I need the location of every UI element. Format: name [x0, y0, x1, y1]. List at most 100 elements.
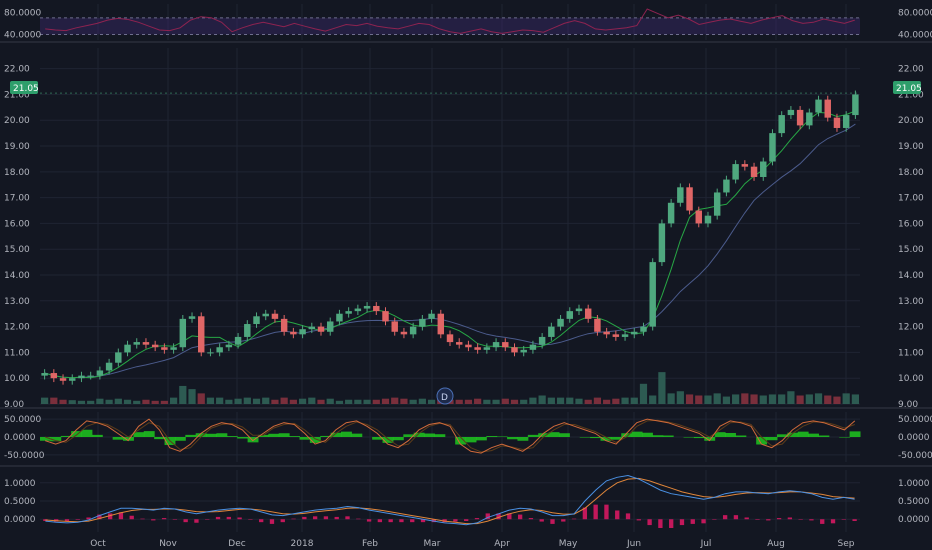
stoch-histogram-bar — [226, 436, 238, 437]
stoch-histogram-bar — [289, 436, 300, 437]
candle-body — [373, 305, 380, 312]
macd-histogram-bar — [366, 519, 372, 522]
candle-body — [363, 305, 371, 309]
stoch-d-line — [45, 419, 855, 453]
volume-bar — [243, 397, 251, 404]
stoch-histogram-bar — [40, 437, 51, 441]
stoch-histogram-bar — [206, 433, 217, 437]
candle-body — [686, 187, 693, 211]
candle-body — [594, 318, 601, 332]
macd-histogram-bar — [550, 519, 555, 524]
stoch-histogram-bar — [756, 437, 768, 445]
candle-body — [105, 362, 113, 371]
candle-body — [769, 133, 776, 162]
stoch-histogram-bar — [50, 437, 62, 442]
volume-bar — [169, 397, 178, 404]
stoch-tick-left: 0.0000 — [4, 433, 36, 443]
rsi-line — [45, 8, 855, 34]
volume-bar — [833, 396, 841, 404]
volume-bar — [308, 397, 316, 404]
volume-bar — [216, 397, 224, 404]
candle-body — [502, 342, 509, 348]
volume-bar — [566, 397, 574, 404]
volume-bar — [188, 389, 196, 404]
stoch-histogram-bar — [579, 437, 591, 438]
stoch-histogram-bar — [392, 437, 404, 441]
volume-bar — [584, 399, 592, 404]
time-axis-label: Dec — [228, 539, 245, 549]
candle-body — [216, 347, 223, 353]
candle-body — [557, 318, 564, 327]
last-price-badge-left-bg — [10, 81, 38, 94]
candle-body — [621, 334, 629, 337]
stoch-histogram-bar — [403, 434, 415, 437]
price-tick-left: 20.00 — [4, 116, 30, 126]
candle-body — [566, 311, 573, 319]
candle-body — [225, 344, 233, 348]
price-tick-right: 18.00 — [898, 168, 924, 178]
candle-body — [327, 321, 334, 332]
macd-histogram-bar — [399, 519, 404, 523]
macd-histogram-bar — [679, 519, 685, 526]
stoch-histogram-bar — [413, 432, 425, 437]
stoch-tick-left: -50.0000 — [4, 451, 45, 461]
volume-bar — [400, 398, 408, 404]
volume-bar — [160, 400, 168, 404]
candle-body — [833, 117, 841, 128]
macd-histogram-bar — [669, 519, 674, 528]
stoch-histogram-bar — [424, 433, 435, 437]
price-tick-left: 14.00 — [4, 271, 30, 281]
macd-histogram-bar — [323, 516, 329, 520]
interval-button[interactable]: D — [436, 387, 454, 405]
macd-histogram-bar — [107, 513, 113, 520]
candle-body — [262, 313, 269, 317]
macd-histogram-bar — [625, 513, 631, 520]
macd-histogram-bar — [410, 519, 415, 523]
stoch-histogram-bar — [123, 437, 134, 441]
interval-button-label[interactable]: D — [441, 393, 448, 403]
candle-body — [492, 342, 500, 348]
volume-bar — [805, 394, 813, 404]
volume-bar — [335, 400, 344, 404]
macd-histogram-bar — [420, 519, 426, 523]
volume-bar — [695, 395, 703, 404]
volume-bar — [87, 400, 95, 404]
macd-pane: 1.0000 1.0000 0.5000 0.5000 0.0000 0.0000 — [4, 470, 930, 532]
macd-histogram-bar — [161, 518, 167, 520]
macd-histogram-bar — [183, 519, 188, 523]
price-tick-left: 22.00 — [4, 65, 30, 75]
macd-histogram-bar — [755, 519, 760, 520]
time-axis-label: Aug — [767, 539, 785, 549]
volume-bar — [114, 398, 122, 404]
volume-bar — [151, 400, 159, 404]
price-tick-left: 21.00 — [4, 90, 30, 100]
volume-bar — [685, 394, 694, 404]
stoch-histogram-bar — [133, 432, 145, 437]
price-tick-right: 19.00 — [898, 142, 924, 152]
volume-bar — [59, 399, 67, 404]
macd-tick-left: 1.0000 — [4, 479, 36, 489]
volume-bar — [814, 393, 823, 404]
volume-bar — [750, 394, 758, 404]
volume-bar — [768, 394, 777, 404]
macd-histogram-bar — [787, 517, 793, 520]
macd-histogram-bar — [388, 519, 393, 523]
stoch-histogram-bar — [558, 433, 570, 437]
stoch-histogram-bar — [237, 437, 249, 439]
volume-bar — [474, 398, 482, 404]
macd-histogram-bar — [226, 516, 231, 520]
stoch-k-line — [45, 418, 856, 454]
stoch-histogram-bar — [465, 437, 477, 443]
macd-histogram-bar — [766, 519, 771, 521]
volume-bar — [234, 398, 242, 404]
volume-bar — [630, 397, 638, 404]
time-axis-label: Jun — [626, 539, 641, 549]
stoch-histogram-bar — [185, 434, 197, 437]
macd-histogram-bar — [356, 518, 361, 520]
interval-button-bg[interactable] — [436, 387, 454, 405]
candle-body — [207, 352, 214, 354]
volume-bar — [50, 397, 58, 404]
stoch-histogram-bar — [527, 434, 539, 437]
macd-histogram-bar — [701, 519, 706, 524]
candle-body — [437, 313, 445, 335]
